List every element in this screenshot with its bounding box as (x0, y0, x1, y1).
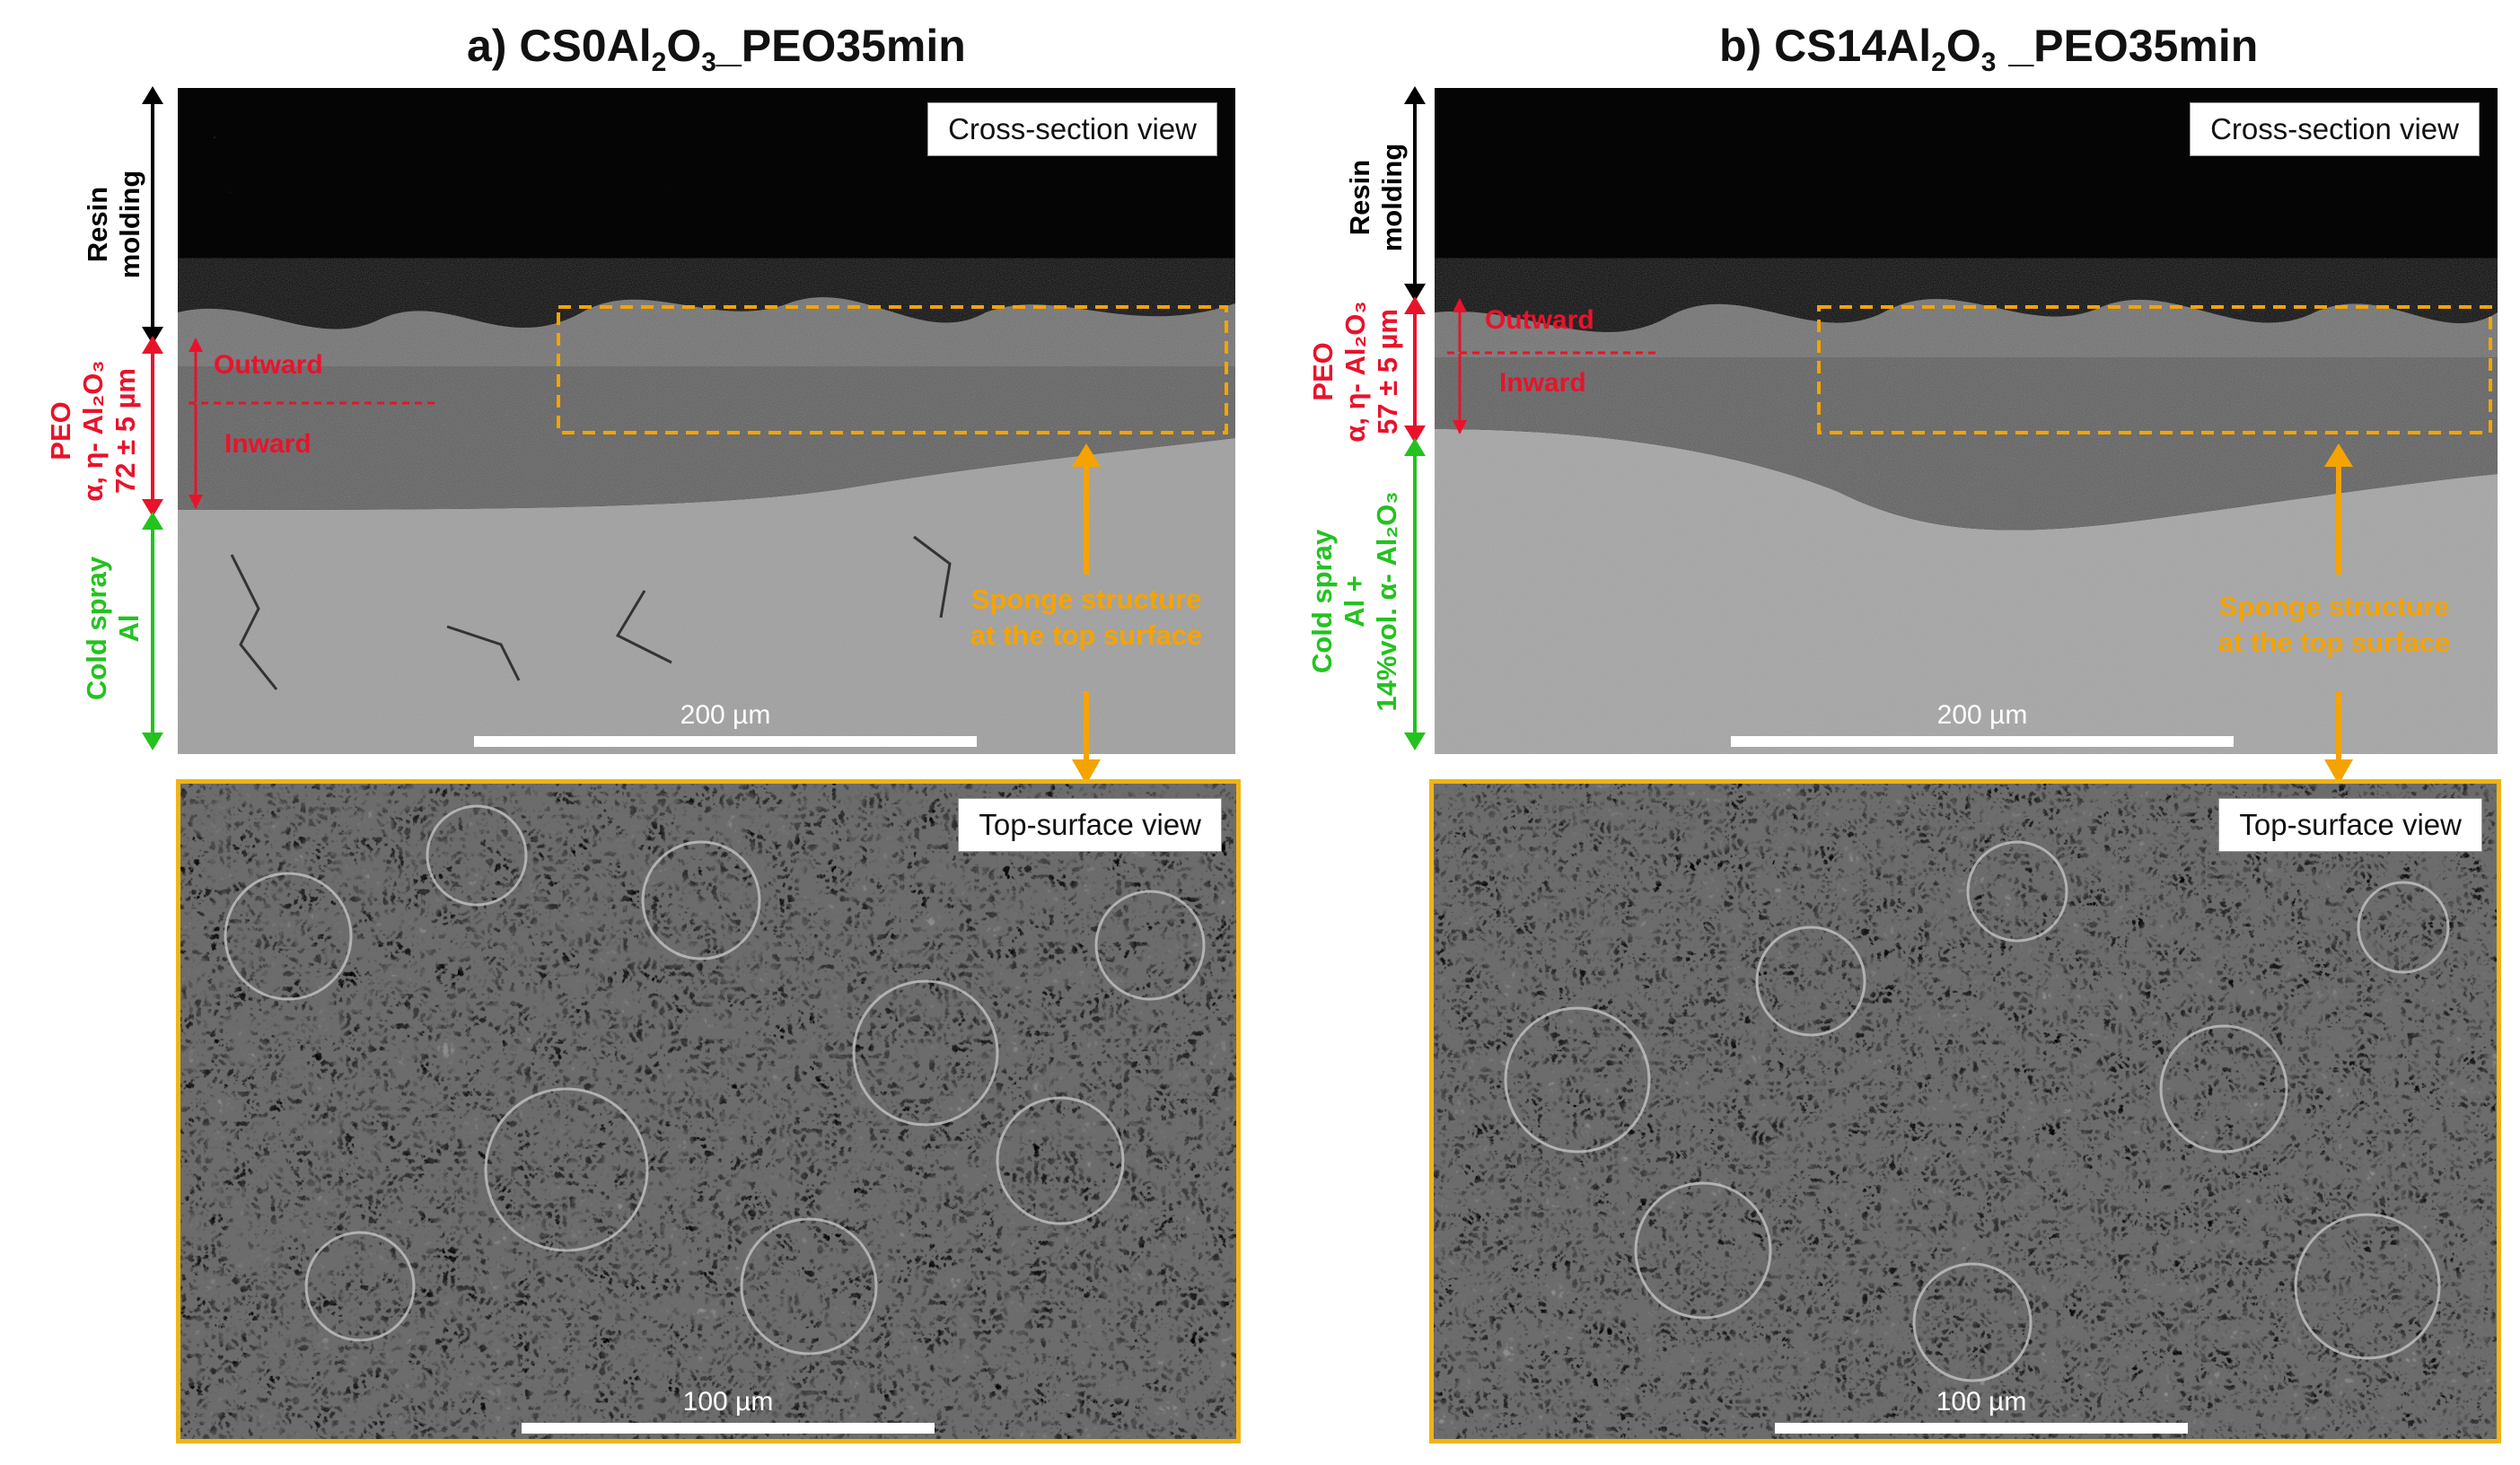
substrate-label-b: Cold spray Al + 14%vol. α- Al₂O₃ (1306, 458, 1414, 745)
substrate-label-b-line2: Al + (1339, 575, 1370, 627)
substrate-label-a: Cold spray Al (81, 539, 153, 718)
resin-label-b-line2: molding (1376, 143, 1408, 252)
cross-section-image-a: Cross-section view 200 µm (178, 88, 1235, 754)
resin-label-b: Resin molding (1344, 121, 1416, 274)
scale-bar-cross-b (1731, 736, 2234, 747)
resin-label-a-line2: molding (114, 170, 145, 279)
peo-label-a: PEO α, η- Al₂O₃ 72 ± 5 µm (45, 341, 153, 521)
scale-text-top-a: 100 µm (682, 1387, 774, 1417)
sponge-label-b: Sponge structure at the top surface (2173, 589, 2496, 661)
scale-text-cross-b: 200 µm (1936, 700, 2028, 730)
panel-a-title: a) CS0Al2O3_PEO35min (467, 20, 966, 78)
peo-label-a-line3: 72 ± 5 µm (110, 368, 141, 494)
title-a-main: a) CS0Al (467, 21, 652, 71)
top-surface-view-label-b: Top-surface view (2218, 798, 2482, 852)
peo-label-b-line1: PEO (1307, 342, 1339, 401)
title-a-mid: O (666, 21, 702, 71)
scale-bar-cross-a (474, 736, 977, 747)
top-surface-view-label-a: Top-surface view (958, 798, 1222, 852)
title-a-sub1: 2 (651, 48, 667, 77)
sponge-label-a: Sponge structure at the top surface (925, 582, 1248, 654)
top-surface-texture-a (180, 784, 1236, 1439)
substrate-label-a-line1: Cold spray (81, 556, 112, 701)
scale-bar-top-b (1775, 1423, 2188, 1434)
resin-label-a-line1: Resin (82, 186, 113, 263)
title-b-mid: O (1945, 21, 1981, 71)
outward-label-a: Outward (214, 350, 323, 380)
peo-label-b-line3: 57 ± 5 µm (1372, 309, 1403, 434)
title-b-sub1: 2 (1931, 48, 1946, 77)
inward-label-b: Inward (1499, 368, 1586, 398)
resin-label-b-line1: Resin (1344, 159, 1375, 236)
cross-section-view-label-b: Cross-section view (2190, 102, 2480, 156)
title-a-sub2: 3 (701, 48, 716, 77)
title-a-tail: _PEO35min (716, 21, 966, 71)
scale-bar-top-a (522, 1423, 935, 1434)
cross-section-view-label-a: Cross-section view (927, 102, 1217, 156)
sponge-label-a-line1: Sponge structure (970, 583, 1202, 615)
sponge-label-a-line2: at the top surface (970, 619, 1203, 651)
inward-label-a: Inward (224, 429, 312, 459)
title-b-tail: _PEO35min (1996, 21, 2259, 71)
title-b-sub2: 3 (1980, 48, 1997, 77)
scale-text-top-b: 100 µm (1936, 1387, 2027, 1417)
top-surface-image-b: Top-surface view 100 µm (1429, 779, 2501, 1443)
outward-label-b: Outward (1485, 305, 1594, 335)
sponge-label-b-line2: at the top surface (2217, 627, 2451, 658)
panel-b-title: b) CS14Al2O3 _PEO35min (1719, 20, 2258, 78)
substrate-label-a-line2: Al (113, 614, 145, 643)
title-b-main: b) CS14Al (1719, 21, 1932, 71)
cross-section-texture-a (178, 88, 1235, 754)
sponge-label-b-line1: Sponge structure (2218, 591, 2450, 622)
scale-text-cross-a: 200 µm (680, 700, 771, 730)
top-surface-image-a: Top-surface view 100 µm (176, 779, 1241, 1443)
resin-label-a: Resin molding (82, 148, 154, 301)
peo-label-b: PEO α, η- Al₂O₃ 57 ± 5 µm (1307, 282, 1415, 461)
peo-label-a-line2: α, η- Al₂O₃ (77, 360, 109, 502)
peo-label-b-line2: α, η- Al₂O₃ (1339, 301, 1371, 443)
peo-label-a-line1: PEO (45, 401, 76, 461)
top-surface-texture-b (1434, 784, 2497, 1439)
substrate-label-b-line3: 14%vol. α- Al₂O₃ (1371, 491, 1402, 712)
substrate-label-b-line1: Cold spray (1306, 529, 1338, 674)
